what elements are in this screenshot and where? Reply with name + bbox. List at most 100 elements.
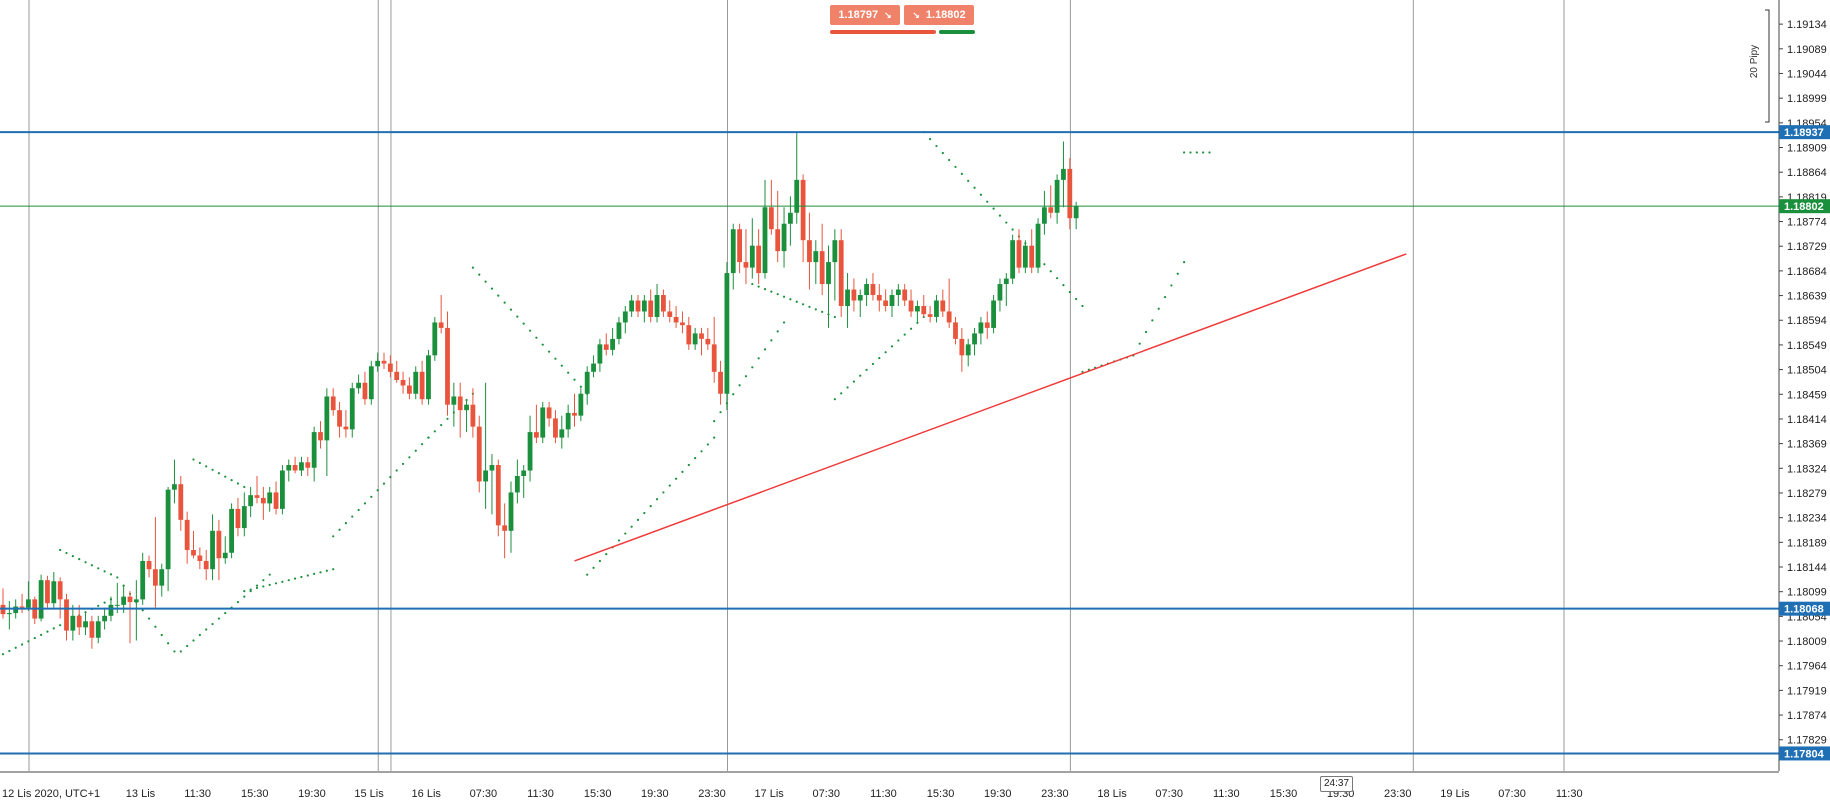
candle (394, 360, 400, 383)
price-tick-label: 1.19089 (1787, 44, 1827, 56)
candle (857, 289, 863, 317)
candle-body (210, 530, 215, 570)
sar-dot (71, 555, 74, 558)
candle (457, 382, 463, 438)
sar-dot (630, 525, 633, 528)
level-price-badge: 1.18937 (1779, 125, 1830, 140)
price-tick-label: 1.18414 (1787, 414, 1827, 426)
candle-body (368, 366, 374, 400)
candle-body (686, 325, 692, 345)
candle (584, 366, 590, 405)
candle (680, 311, 685, 334)
candle (330, 388, 336, 416)
price-tick-label: 1.17829 (1787, 735, 1827, 747)
price-tick-label: 1.18189 (1787, 537, 1827, 549)
sar-dot (668, 484, 671, 487)
candle (51, 571, 57, 608)
candle-body (324, 396, 330, 441)
candle-body (610, 338, 615, 350)
candle-body (648, 300, 654, 317)
candle (1029, 229, 1035, 274)
candle (667, 300, 673, 323)
candle (70, 604, 76, 641)
candle (222, 536, 228, 564)
price-tick-label: 1.18234 (1787, 513, 1827, 525)
sar-dot (706, 443, 709, 446)
candle (940, 289, 946, 317)
sar-dot (757, 285, 760, 288)
sar-dot (90, 564, 93, 567)
candle (775, 190, 781, 263)
candle (267, 486, 273, 512)
sar-dot (401, 462, 405, 466)
sar-dot (319, 571, 322, 574)
candle-body (807, 240, 812, 263)
candle-body (762, 207, 768, 274)
sar-dot (478, 273, 481, 276)
sar-dot (427, 436, 430, 439)
sar-dot (141, 609, 144, 612)
sar-dot (1049, 270, 1052, 273)
candle (184, 511, 190, 564)
candle-body (927, 314, 933, 317)
sar-dot (681, 470, 684, 473)
candle (38, 574, 44, 622)
level-price-badge: 1.17804 (1779, 746, 1830, 761)
price-tick-label: 1.17919 (1787, 685, 1827, 697)
sar-dot (1183, 261, 1186, 264)
sar-dot (776, 330, 779, 333)
sar-dot (27, 640, 30, 643)
candle-body (1067, 168, 1073, 219)
sar-dot (554, 357, 557, 360)
candle-body (318, 432, 323, 441)
sar-dot (1195, 151, 1198, 154)
candle-body (756, 245, 762, 274)
candle (210, 514, 215, 581)
candle (514, 459, 520, 504)
sar-dot (535, 336, 538, 339)
candle-body (794, 179, 800, 213)
candle-body (407, 385, 412, 394)
candle (565, 404, 571, 438)
time-tick-label: 07:30 (813, 788, 841, 800)
candle-body (603, 344, 609, 350)
time-tick-label: 23:30 (1384, 788, 1412, 800)
time-tick-label: 18 Lis (1097, 788, 1127, 800)
sar-dot (986, 200, 989, 203)
candle-body (438, 322, 444, 328)
sar-dot (268, 583, 271, 586)
buy-button[interactable]: ↘ 1.18802 (904, 5, 974, 25)
candle (927, 305, 933, 323)
candle (318, 421, 323, 449)
candle-body (64, 599, 69, 631)
candle-body (749, 245, 755, 268)
candle (864, 278, 869, 306)
sar-dot (751, 282, 754, 286)
candle (546, 401, 552, 427)
candle (832, 229, 838, 301)
candle-body (203, 560, 209, 570)
sar-dot (763, 288, 767, 291)
sell-button[interactable]: 1.18797 ↘ (830, 5, 900, 25)
candle-body (19, 606, 25, 608)
time-tick-label: 23:30 (1041, 788, 1069, 800)
candle (419, 360, 425, 405)
candle (673, 305, 679, 328)
candle (972, 327, 977, 356)
sar-dot (903, 333, 906, 336)
sar-dot (770, 290, 773, 293)
candle (165, 486, 171, 592)
sar-dot (776, 293, 779, 296)
sar-dot (224, 611, 227, 615)
trendline[interactable] (574, 253, 1407, 562)
candle-body (1073, 206, 1079, 219)
candle-body (432, 322, 438, 356)
candle-body (248, 495, 254, 507)
candle-body (711, 344, 717, 372)
candle (1061, 141, 1066, 208)
sar-dot (852, 380, 856, 383)
candle (654, 284, 660, 323)
sar-dot (967, 179, 970, 182)
